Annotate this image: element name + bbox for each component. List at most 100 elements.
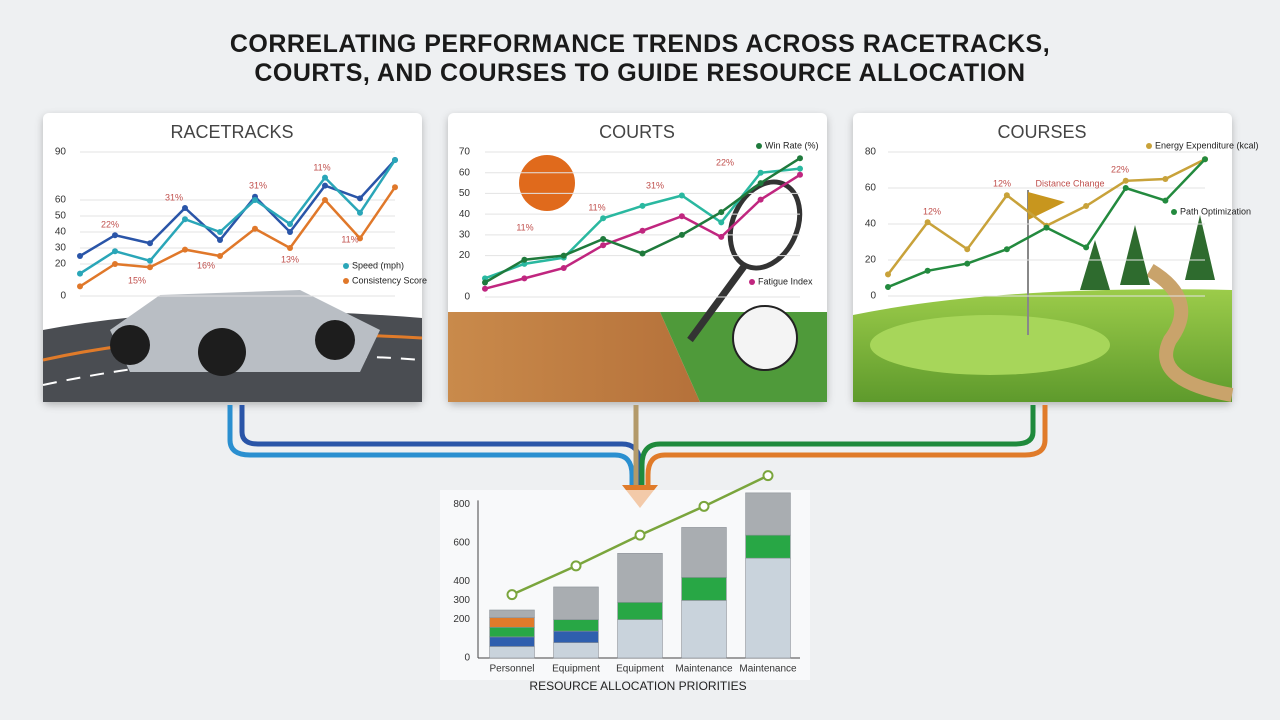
point [112, 261, 118, 267]
bar-segment [489, 636, 535, 647]
y-tick-label: 70 [459, 147, 471, 158]
y-tick-label: 600 [453, 537, 470, 548]
point [252, 225, 258, 232]
series-line [79, 159, 396, 258]
point [678, 213, 685, 220]
point [357, 209, 363, 216]
x-tick-label: Equipment [616, 664, 664, 675]
point [1122, 177, 1129, 184]
bar-segment [553, 630, 599, 643]
annotation: 31% [165, 192, 183, 202]
x-tick-label: Maintenance [739, 664, 797, 675]
point [287, 221, 293, 227]
y-tick-label: 800 [453, 499, 470, 510]
y-tick-label: 30 [55, 243, 67, 254]
series-line [79, 186, 397, 288]
point [322, 174, 328, 181]
point [182, 216, 188, 223]
point [757, 196, 764, 203]
y-tick-label: 20 [459, 250, 471, 261]
point [964, 246, 971, 253]
point [678, 231, 685, 238]
bar-segment [489, 626, 535, 638]
bar-segment [745, 557, 791, 659]
y-tick-label: 60 [55, 195, 67, 206]
legend-label: Speed (mph) [352, 260, 404, 270]
point [639, 227, 646, 234]
y-tick-label: 20 [865, 255, 877, 266]
point [357, 195, 363, 202]
point [147, 264, 153, 271]
x-tick-label: Equipment [552, 664, 600, 675]
bar-segment [489, 609, 535, 618]
trend-point [570, 560, 582, 572]
legend-swatch [1146, 143, 1152, 149]
point [77, 283, 83, 290]
point [924, 219, 931, 226]
point [600, 236, 607, 242]
y-tick-label: 60 [459, 167, 471, 178]
panel-racetracks [42, 113, 423, 402]
annotation: 11% [516, 222, 533, 232]
bar-segment [553, 642, 599, 659]
bar-segment [745, 492, 791, 536]
point [147, 240, 153, 247]
annotation: 15% [128, 275, 146, 285]
point [1162, 176, 1169, 182]
point [77, 253, 83, 259]
bar-segment [489, 617, 535, 628]
point [797, 155, 803, 162]
panel-title: RACETRACKS [170, 122, 293, 142]
point [718, 219, 725, 226]
x-tick-label: Maintenance [675, 664, 733, 675]
annotation: 13% [281, 254, 299, 264]
x-tick-label: Personnel [489, 664, 534, 675]
annotation: 11% [588, 202, 605, 212]
point [322, 197, 328, 203]
point [600, 242, 607, 249]
point [521, 260, 528, 267]
point [217, 253, 223, 259]
point [757, 180, 764, 187]
point [1202, 156, 1208, 163]
trend-point [762, 470, 774, 482]
point [182, 246, 188, 253]
point [797, 171, 803, 178]
trend-point [506, 589, 518, 601]
point [521, 256, 528, 263]
point [482, 279, 488, 286]
y-tick-label: 40 [865, 219, 877, 230]
panel-title: COURTS [599, 122, 675, 142]
legend-label: Fatigue Index [758, 276, 813, 286]
point [1162, 197, 1169, 204]
point [147, 257, 153, 264]
bar-segment [489, 646, 535, 659]
point [217, 237, 223, 243]
y-tick-label: 40 [55, 227, 67, 238]
annotation: 16% [197, 260, 215, 270]
y-tick-label: 80 [865, 147, 877, 158]
y-tick-label: 0 [464, 292, 470, 303]
legend-swatch [343, 278, 349, 284]
panel-courses [853, 113, 1234, 402]
bar-segment [745, 534, 791, 559]
annotation: 12% [923, 206, 941, 216]
y-tick-label: 200 [453, 614, 470, 625]
point [1083, 244, 1090, 251]
bar-segment [617, 619, 663, 659]
y-tick-label: 400 [453, 576, 470, 587]
bar-segment [553, 619, 599, 632]
point [885, 284, 891, 290]
point [392, 157, 398, 163]
y-tick-label: 0 [870, 291, 876, 302]
bar-segment [553, 586, 599, 620]
annotation: 31% [646, 180, 664, 190]
series-line [79, 159, 397, 275]
y-tick-label: 40 [459, 209, 471, 220]
point [797, 165, 803, 172]
point [718, 209, 725, 216]
panel-courts [448, 113, 827, 402]
point [639, 202, 646, 209]
annotation: 12% [993, 178, 1011, 188]
y-tick-label: 50 [55, 211, 67, 222]
